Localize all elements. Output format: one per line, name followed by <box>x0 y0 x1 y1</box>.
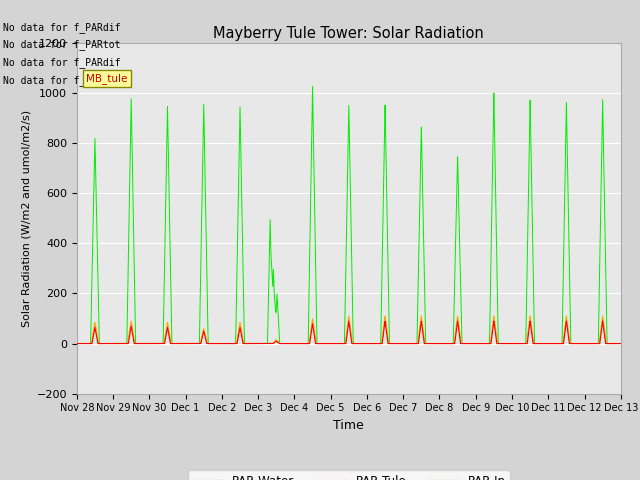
Legend: PAR Water, PAR Tule, PAR In: PAR Water, PAR Tule, PAR In <box>188 470 509 480</box>
Y-axis label: Solar Radiation (W/m2 and umol/m2/s): Solar Radiation (W/m2 and umol/m2/s) <box>21 110 31 327</box>
Text: MB_tule: MB_tule <box>86 73 128 84</box>
Text: No data for f_PARdif: No data for f_PARdif <box>3 57 121 68</box>
X-axis label: Time: Time <box>333 419 364 432</box>
Text: No data for f_PARtot: No data for f_PARtot <box>3 39 121 50</box>
Text: No data for f_PARtot: No data for f_PARtot <box>3 75 121 86</box>
Text: No data for f_PARdif: No data for f_PARdif <box>3 22 121 33</box>
Title: Mayberry Tule Tower: Solar Radiation: Mayberry Tule Tower: Solar Radiation <box>213 25 484 41</box>
